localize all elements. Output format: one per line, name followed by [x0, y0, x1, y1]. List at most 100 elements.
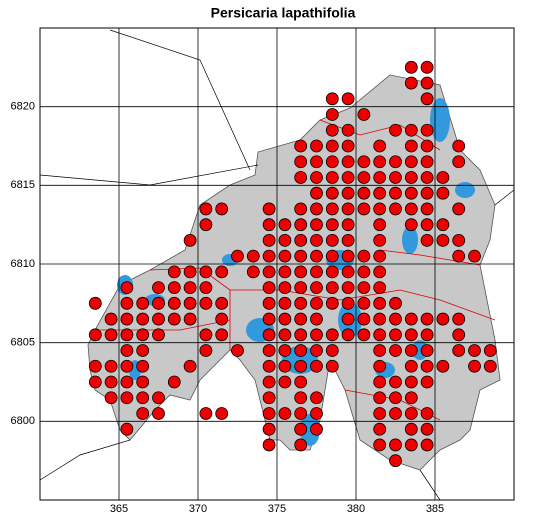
- x-tick-label: 375: [268, 503, 286, 515]
- record-dot: [404, 328, 418, 342]
- y-tick-label: 6810: [11, 258, 35, 270]
- record-dot: [294, 344, 308, 357]
- record-dot: [262, 344, 276, 357]
- record-dot: [167, 281, 181, 295]
- record-dot: [310, 139, 323, 153]
- record-dot: [341, 202, 355, 216]
- record-dot: [325, 249, 339, 263]
- record-dot: [389, 328, 402, 342]
- record-dot: [294, 233, 308, 247]
- record-dot: [294, 155, 308, 169]
- record-dot: [341, 281, 355, 295]
- record-dot: [420, 92, 434, 106]
- record-dot: [152, 281, 165, 295]
- record-dot: [136, 344, 150, 357]
- record-dot: [310, 249, 323, 263]
- record-dot: [120, 312, 134, 326]
- record-dot: [325, 344, 339, 357]
- record-dot: [262, 202, 276, 216]
- record-dot: [468, 344, 481, 357]
- map-title: Persicaria lapathifolia: [211, 5, 356, 21]
- record-dot: [373, 186, 387, 200]
- record-dot: [404, 139, 418, 153]
- record-dot: [104, 359, 118, 373]
- x-tick-label: 385: [426, 503, 444, 515]
- record-dot: [199, 296, 213, 310]
- record-dot: [357, 312, 371, 326]
- record-dot: [404, 171, 418, 184]
- record-dot: [373, 218, 387, 232]
- record-dot: [294, 139, 308, 153]
- record-dot: [436, 359, 450, 373]
- record-dot: [389, 312, 402, 326]
- record-dot: [136, 296, 150, 310]
- record-dot: [452, 312, 466, 326]
- record-dot: [483, 344, 497, 357]
- record-dot: [215, 328, 229, 342]
- record-dot: [420, 312, 434, 326]
- record-dot: [310, 391, 323, 405]
- dots: [88, 60, 497, 468]
- record-dot: [278, 265, 292, 279]
- record-dot: [199, 265, 213, 279]
- grid: [40, 28, 514, 500]
- record-dot: [310, 328, 323, 342]
- y-tick-label: 6800: [11, 415, 35, 427]
- record-dot: [294, 218, 308, 232]
- x-tick-label: 365: [110, 503, 128, 515]
- record-dot: [120, 296, 134, 310]
- record-dot: [389, 438, 402, 452]
- record-dot: [262, 359, 276, 373]
- record-dot: [325, 281, 339, 295]
- record-dot: [278, 281, 292, 295]
- record-dot: [357, 186, 371, 200]
- record-dot: [152, 296, 165, 310]
- record-dot: [341, 296, 355, 310]
- record-dot: [120, 281, 134, 295]
- record-dot: [183, 312, 197, 326]
- record-dot: [404, 76, 418, 90]
- record-dot: [199, 218, 213, 232]
- record-dot: [436, 233, 450, 247]
- record-dot: [294, 375, 308, 389]
- record-dot: [373, 438, 387, 452]
- record-dot: [325, 359, 339, 373]
- record-dot: [262, 265, 276, 279]
- record-dot: [199, 202, 213, 216]
- record-dot: [88, 296, 102, 310]
- record-dot: [215, 312, 229, 326]
- record-dot: [373, 233, 387, 247]
- record-dot: [325, 296, 339, 310]
- record-dot: [389, 407, 402, 420]
- record-dot: [436, 171, 450, 184]
- record-dot: [136, 407, 150, 420]
- record-dot: [373, 296, 387, 310]
- record-dot: [404, 407, 418, 420]
- record-dot: [357, 296, 371, 310]
- record-dot: [310, 265, 323, 279]
- record-dot: [420, 123, 434, 137]
- record-dot: [373, 422, 387, 436]
- record-dot: [325, 265, 339, 279]
- record-dot: [310, 202, 323, 216]
- y-tick-label: 6805: [11, 337, 35, 349]
- record-dot: [452, 155, 466, 169]
- record-dot: [310, 407, 323, 420]
- record-dot: [278, 375, 292, 389]
- record-dot: [389, 202, 402, 216]
- record-dot: [262, 407, 276, 420]
- record-dot: [420, 422, 434, 436]
- record-dot: [389, 391, 402, 405]
- record-dot: [404, 218, 418, 232]
- record-dot: [420, 76, 434, 90]
- record-dot: [420, 328, 434, 342]
- record-dot: [104, 312, 118, 326]
- record-dot: [199, 344, 213, 357]
- record-dot: [167, 296, 181, 310]
- record-dot: [341, 155, 355, 169]
- record-dot: [325, 171, 339, 184]
- record-dot: [120, 375, 134, 389]
- record-dot: [136, 312, 150, 326]
- record-dot: [357, 108, 371, 121]
- record-dot: [373, 312, 387, 326]
